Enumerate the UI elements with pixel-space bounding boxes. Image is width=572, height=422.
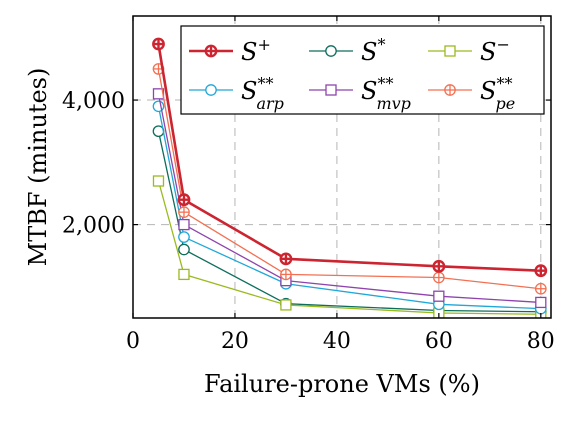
series-4 — [152, 88, 547, 309]
series-line — [157, 180, 541, 315]
data-point — [177, 193, 191, 207]
data-point — [178, 218, 190, 231]
series-line — [157, 93, 541, 304]
legend-marker — [204, 44, 218, 58]
data-point — [280, 299, 292, 311]
data-point — [280, 268, 292, 281]
x-tick-label: 0 — [126, 329, 140, 354]
y-tick-label: 2,000 — [62, 214, 125, 239]
data-point — [535, 296, 547, 309]
legend-marker — [205, 84, 217, 96]
axis-ticks: 0 20 40 60 80 2,000 4,000 — [62, 16, 555, 354]
legend-entry: S− — [428, 35, 510, 66]
data-point — [178, 231, 190, 243]
data-point — [433, 271, 445, 284]
series-1 — [152, 125, 547, 318]
series-0 — [152, 37, 548, 278]
legend-label: S** mvp — [361, 74, 411, 113]
x-tick-label: 80 — [527, 329, 555, 354]
legend-entry: S** mvp — [309, 74, 411, 113]
legend-label: S* — [361, 35, 385, 66]
series-line — [157, 131, 541, 313]
legend-label: S** pe — [480, 74, 515, 113]
data-point — [178, 268, 190, 281]
y-tick-label: 4,000 — [62, 89, 125, 114]
legend-marker — [325, 84, 337, 96]
data-point — [152, 37, 165, 51]
series-5 — [152, 63, 547, 295]
plot-frame — [132, 15, 552, 319]
legend-entry: S** pe — [428, 74, 515, 113]
x-tick-label: 60 — [425, 329, 453, 354]
data-point — [433, 290, 445, 302]
x-tick-label: 40 — [323, 329, 351, 354]
series-line — [157, 106, 541, 310]
series-2 — [152, 175, 547, 318]
legend-marker — [325, 45, 337, 57]
data-point — [178, 206, 190, 218]
legend-label: S** arp — [241, 74, 284, 113]
series-layer — [152, 37, 548, 318]
data-point — [279, 252, 293, 266]
y-axis-title: MTBF (minutes) — [24, 68, 52, 267]
data-point — [178, 243, 190, 256]
series-3 — [152, 100, 547, 315]
legend-box — [180, 25, 545, 115]
legend: S+ S* S− S** arp S** mvp S** pe — [180, 25, 545, 115]
data-point — [432, 259, 446, 273]
legend-marker — [444, 45, 456, 57]
x-axis-title: Failure-prone VMs (%) — [204, 370, 480, 398]
legend-marker — [444, 84, 456, 96]
legend-label: S− — [480, 35, 510, 66]
legend-label: S+ — [241, 35, 271, 66]
data-point — [152, 175, 165, 187]
x-tick-label: 20 — [221, 329, 249, 354]
legend-entry: S+ — [189, 35, 271, 66]
legend-entry: S** arp — [189, 74, 284, 113]
data-point — [534, 282, 547, 295]
data-point — [534, 264, 548, 278]
legend-entry: S* — [309, 35, 385, 66]
